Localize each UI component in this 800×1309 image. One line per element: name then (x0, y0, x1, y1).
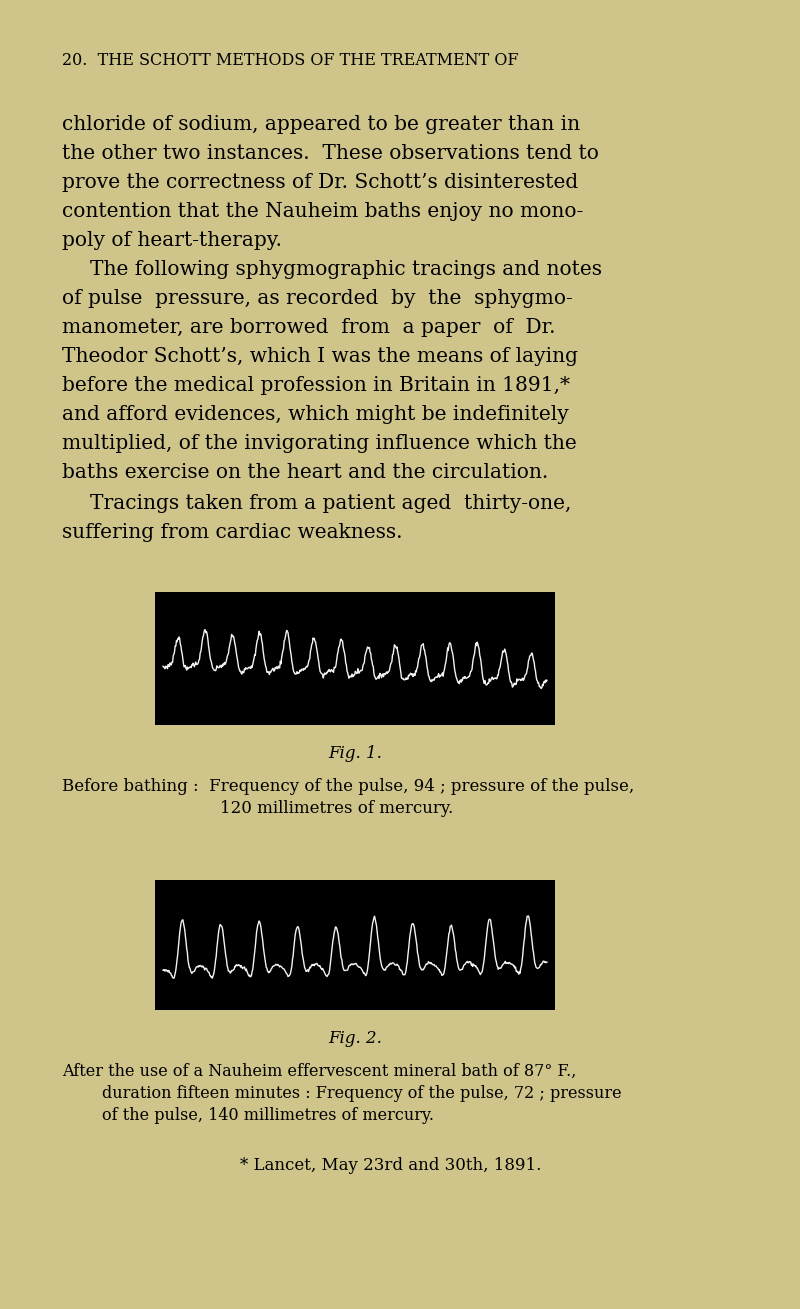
Text: Theodor Schott’s, which I was the means of laying: Theodor Schott’s, which I was the means … (62, 347, 578, 367)
Text: duration fifteen minutes : Frequency of the pulse, 72 ; pressure: duration fifteen minutes : Frequency of … (102, 1085, 622, 1102)
Text: prove the correctness of Dr. Schott’s disinterested: prove the correctness of Dr. Schott’s di… (62, 173, 578, 192)
Bar (155, 880, 555, 1011)
Text: 120 millimetres of mercury.: 120 millimetres of mercury. (220, 800, 454, 817)
Text: before the medical profession in Britain in 1891,*: before the medical profession in Britain… (62, 376, 570, 395)
Text: Fig. 1.: Fig. 1. (328, 745, 382, 762)
Text: After the use of a Nauheim effervescent mineral bath of 87° F.,: After the use of a Nauheim effervescent … (62, 1063, 576, 1080)
Text: poly of heart-therapy.: poly of heart-therapy. (62, 230, 282, 250)
Bar (155, 592, 555, 725)
Text: chloride of sodium, appeared to be greater than in: chloride of sodium, appeared to be great… (62, 115, 580, 134)
Text: contention that the Nauheim baths enjoy no mono-: contention that the Nauheim baths enjoy … (62, 202, 583, 221)
Text: 20.  THE SCHOTT METHODS OF THE TREATMENT OF: 20. THE SCHOTT METHODS OF THE TREATMENT … (62, 52, 518, 69)
Text: multiplied, of the invigorating influence which the: multiplied, of the invigorating influenc… (62, 435, 577, 453)
Text: Tracings taken from a patient aged  thirty-one,: Tracings taken from a patient aged thirt… (90, 493, 571, 513)
Text: and afford evidences, which might be indefinitely: and afford evidences, which might be ind… (62, 404, 569, 424)
Text: suffering from cardiac weakness.: suffering from cardiac weakness. (62, 524, 402, 542)
Text: Before bathing :  Frequency of the pulse, 94 ; pressure of the pulse,: Before bathing : Frequency of the pulse,… (62, 778, 634, 795)
Text: Fig. 2.: Fig. 2. (328, 1030, 382, 1047)
Text: manometer, are borrowed  from  a paper  of  Dr.: manometer, are borrowed from a paper of … (62, 318, 555, 336)
Text: of the pulse, 140 millimetres of mercury.: of the pulse, 140 millimetres of mercury… (102, 1107, 434, 1124)
Text: * Lancet, May 23rd and 30th, 1891.: * Lancet, May 23rd and 30th, 1891. (240, 1157, 542, 1174)
Text: The following sphygmographic tracings and notes: The following sphygmographic tracings an… (90, 260, 602, 279)
Text: of pulse  pressure, as recorded  by  the  sphygmo-: of pulse pressure, as recorded by the sp… (62, 289, 573, 308)
Text: baths exercise on the heart and the circulation.: baths exercise on the heart and the circ… (62, 463, 548, 482)
Text: the other two instances.  These observations tend to: the other two instances. These observati… (62, 144, 599, 164)
